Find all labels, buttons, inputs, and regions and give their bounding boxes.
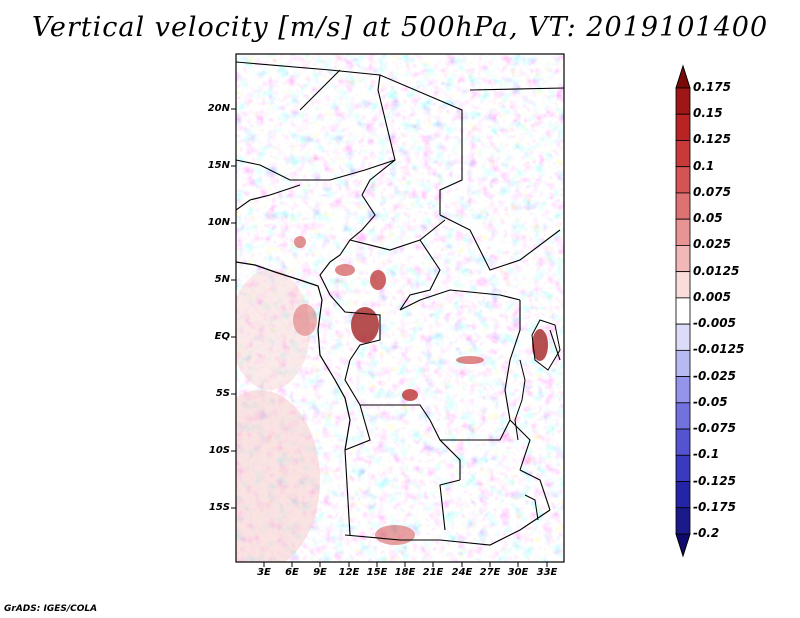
colorbar-label: -0.05 bbox=[693, 394, 728, 409]
colorbar-label: -0.005 bbox=[693, 316, 736, 331]
colorbar-label: 0.15 bbox=[693, 106, 723, 121]
lon-label-15e: 15E bbox=[366, 567, 388, 578]
lon-label-6e: 6E bbox=[285, 567, 299, 578]
colorbar-segment bbox=[675, 349, 691, 377]
grads-credit: GrADS: IGES/COLA bbox=[4, 604, 98, 614]
lat-label-15s: 15S bbox=[208, 502, 230, 513]
colorbar-segment bbox=[675, 271, 691, 299]
lon-label-18e: 18E bbox=[394, 567, 416, 578]
colorbar-label: -0.125 bbox=[693, 473, 736, 488]
colorbar-segment bbox=[675, 140, 691, 168]
colorbar-segment bbox=[675, 113, 691, 141]
colorbar-segment bbox=[675, 402, 691, 430]
colorbar-label: 0.175 bbox=[693, 80, 731, 94]
lon-label-21e: 21E bbox=[422, 567, 444, 578]
lat-label-10n: 10N bbox=[207, 217, 230, 228]
colorbar-segment bbox=[675, 507, 691, 535]
colorbar bbox=[675, 64, 691, 558]
lat-label-5s: 5S bbox=[215, 388, 230, 399]
colorbar-segment bbox=[675, 87, 691, 115]
colorbar-top-arrow bbox=[675, 64, 691, 89]
colorbar-segment bbox=[675, 481, 691, 509]
colorbar-label: -0.025 bbox=[693, 368, 736, 383]
lakes bbox=[514, 319, 561, 521]
colorbar-label: -0.2 bbox=[693, 526, 720, 540]
colorbar-label: -0.175 bbox=[693, 499, 736, 514]
lon-label-24e: 24E bbox=[451, 567, 473, 578]
colorbar-label: 0.005 bbox=[693, 289, 731, 304]
colorbar-label: 0.125 bbox=[693, 132, 731, 147]
lon-label-27e: 27E bbox=[479, 567, 501, 578]
colorbar-label: -0.075 bbox=[693, 421, 736, 436]
colorbar-label: 0.0125 bbox=[693, 263, 740, 278]
colorbar-segment bbox=[675, 166, 691, 194]
colorbar-label: 0.05 bbox=[693, 211, 723, 226]
colorbar-segment bbox=[675, 218, 691, 246]
colorbar-segment bbox=[675, 376, 691, 404]
lat-label-eq: EQ bbox=[214, 331, 230, 342]
lat-label-10s: 10S bbox=[208, 445, 230, 456]
country-borders bbox=[236, 61, 564, 546]
lat-label-5n: 5N bbox=[214, 274, 230, 285]
colorbar-segment bbox=[675, 323, 691, 351]
map-frame bbox=[235, 53, 565, 563]
colorbar-label: 0.075 bbox=[693, 184, 731, 199]
colorbar-segment bbox=[675, 454, 691, 482]
colorbar-segment bbox=[675, 297, 691, 325]
colorbar-label: -0.0125 bbox=[693, 342, 745, 357]
lon-label-30e: 30E bbox=[507, 567, 529, 578]
lon-label-33e: 33E bbox=[536, 567, 558, 578]
lon-label-9e: 9E bbox=[313, 567, 327, 578]
velocity-field bbox=[236, 54, 564, 562]
lon-label-12e: 12E bbox=[338, 567, 360, 578]
convection-cells bbox=[293, 236, 548, 545]
colorbar-segment bbox=[675, 245, 691, 273]
colorbar-bottom-arrow bbox=[675, 533, 691, 558]
lon-label-3e: 3E bbox=[257, 567, 271, 578]
colorbar-label: 0.1 bbox=[693, 158, 715, 173]
colorbar-label: -0.1 bbox=[693, 447, 720, 462]
coastline bbox=[236, 261, 351, 451]
colorbar-segment bbox=[675, 192, 691, 220]
axis-ticks bbox=[231, 108, 548, 567]
lat-label-20n: 20N bbox=[207, 103, 230, 114]
lat-label-15n: 15N bbox=[207, 160, 230, 171]
map-title: Vertical velocity [m/s] at 500hPa, VT: 2… bbox=[31, 12, 769, 43]
colorbar-segment bbox=[675, 428, 691, 456]
colorbar-label: 0.025 bbox=[693, 237, 731, 252]
